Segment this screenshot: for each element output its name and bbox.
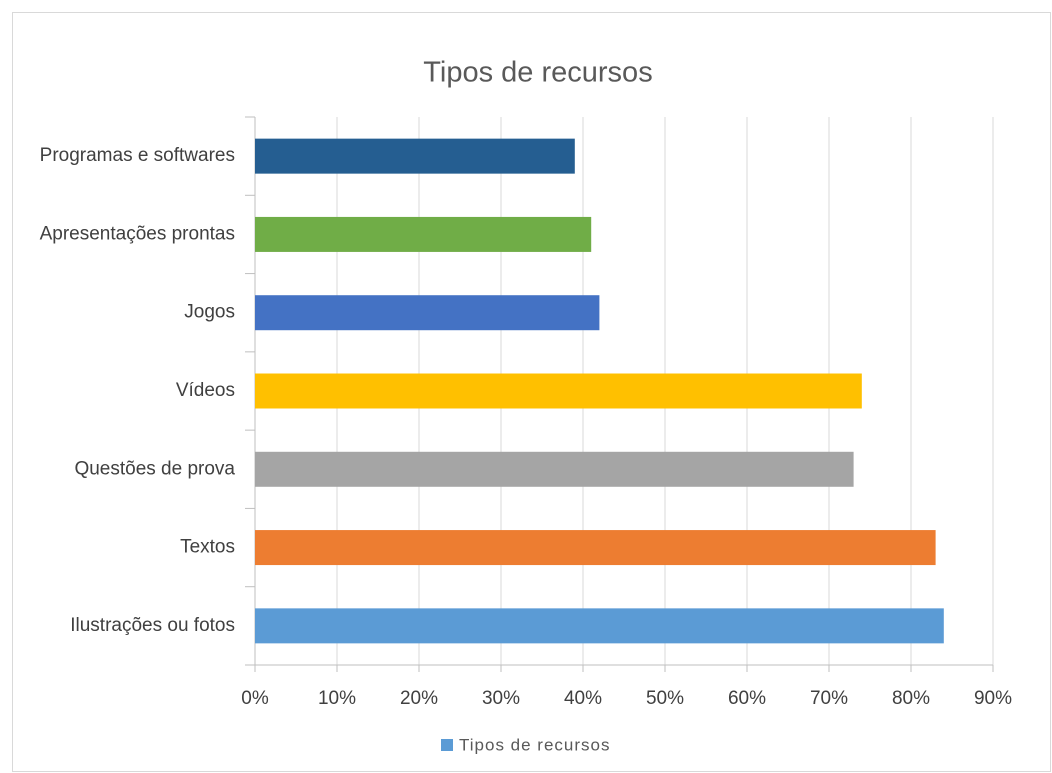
legend-label: Tipos de recursos: [459, 735, 610, 754]
y-tick-label: Programas e softwares: [40, 145, 235, 166]
bar: [255, 216, 592, 252]
bar: [255, 608, 944, 644]
bar: [255, 138, 575, 174]
bar: [255, 530, 936, 566]
x-tick-label: 50%: [646, 688, 684, 709]
y-tick-label: Textos: [180, 537, 235, 558]
y-tick-label: Ilustrações ou fotos: [70, 615, 235, 636]
bar: [255, 451, 854, 487]
x-tick-label: 70%: [810, 688, 848, 709]
x-tick-label: 40%: [564, 688, 602, 709]
x-tick-label: 20%: [400, 688, 438, 709]
x-tick-label: 10%: [318, 688, 356, 709]
y-tick-label: Apresentações prontas: [40, 223, 235, 244]
bar: [255, 373, 862, 409]
y-tick-label: Questões de prova: [74, 458, 235, 479]
bar: [255, 295, 600, 331]
legend-swatch: [441, 739, 453, 751]
x-tick-label: 30%: [482, 688, 520, 709]
x-tick-label: 0%: [241, 688, 269, 709]
x-tick-label: 80%: [892, 688, 930, 709]
x-tick-label: 90%: [974, 688, 1012, 709]
x-tick-label: 60%: [728, 688, 766, 709]
y-tick-label: Vídeos: [176, 380, 235, 401]
chart-title: Tipos de recursos: [423, 57, 652, 89]
y-tick-label: Jogos: [184, 302, 235, 323]
